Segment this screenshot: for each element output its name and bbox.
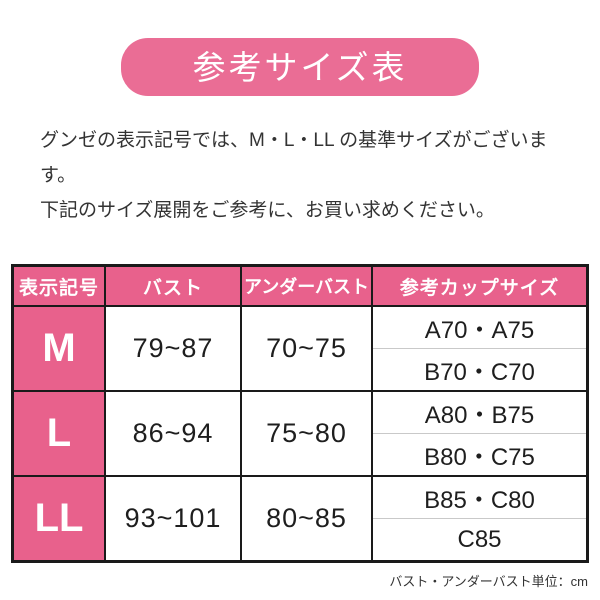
cup-top-l: A80・B75 [373,392,586,434]
table-row-m: M 79~87 70~75 A70・A75 B70・C70 [14,307,586,390]
cup-cell-m: A70・A75 B70・C70 [373,307,586,390]
cup-top-m: A70・A75 [373,307,586,349]
bust-value-l: 86~94 [106,392,242,475]
size-table: 表示記号 バスト アンダーバスト 参考カップサイズ M 79~87 70~75 … [11,264,589,563]
intro-line-1: グンゼの表示記号では、M・L・LL の基準サイズがございます。 [40,130,548,186]
cup-top-ll: B85・C80 [373,477,586,519]
title-banner: 参考サイズ表 [121,38,479,96]
underbust-value-m: 70~75 [242,307,373,390]
header-cell-bust: バスト [106,267,242,307]
unit-footnote: バスト・アンダーバスト単位：cm [389,574,588,589]
underbust-value-ll: 80~85 [242,477,373,560]
header-cell-symbol: 表示記号 [14,267,106,307]
cup-cell-l: A80・B75 B80・C75 [373,392,586,475]
header-cell-underbust: アンダーバスト [242,267,373,307]
page-title: 参考サイズ表 [192,48,408,86]
bust-value-m: 79~87 [106,307,242,390]
header-cell-cup: 参考カップサイズ [373,267,586,307]
intro-line-2: 下記のサイズ展開をご参考に、お買い求めください。 [40,200,495,221]
table-row-ll: LL 93~101 80~85 B85・C80 C85 [14,477,586,560]
cup-bottom-ll: C85 [457,525,502,553]
size-label-l: L [14,392,106,475]
bust-value-ll: 93~101 [106,477,242,560]
table-row-l: L 86~94 75~80 A80・B75 B80・C75 [14,390,586,477]
underbust-value-l: 75~80 [242,392,373,475]
cup-cell-ll: B85・C80 C85 [373,477,586,560]
table-header-row: 表示記号 バスト アンダーバスト 参考カップサイズ [14,267,586,307]
cup-bottom-m: B70・C70 [424,359,535,386]
size-label-m: M [14,307,106,390]
cup-bottom-l: B80・C75 [424,444,535,471]
intro-text: グンゼの表示記号では、M・L・LL の基準サイズがございます。 下記のサイズ展開… [40,123,580,228]
size-label-ll: LL [14,477,106,560]
